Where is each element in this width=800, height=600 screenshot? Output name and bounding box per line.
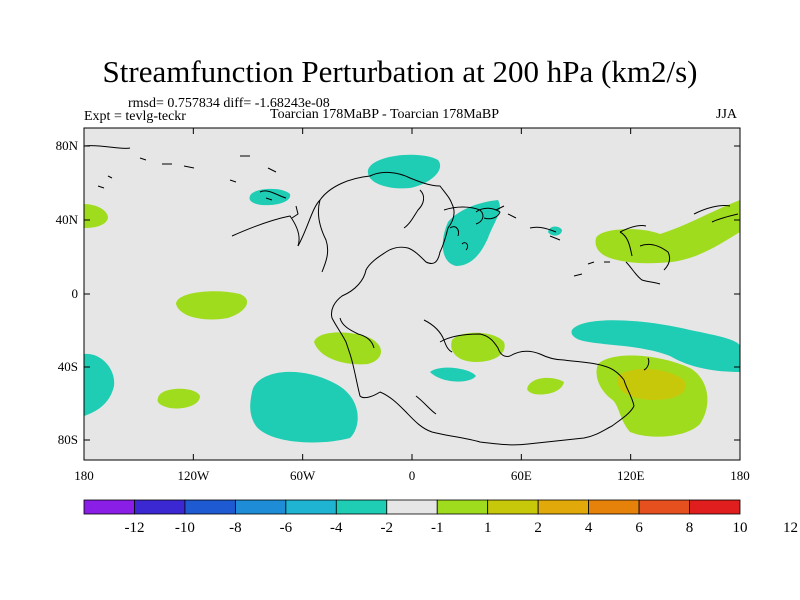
coastline xyxy=(415,395,437,415)
colorbar-label: 1 xyxy=(484,520,492,536)
colorbar-swatch xyxy=(285,499,337,515)
colorbar-swatch xyxy=(335,499,388,515)
experiment-label: Expt = tevlg-teckr xyxy=(84,109,186,124)
colorbar-label: 8 xyxy=(686,520,694,536)
coastline xyxy=(291,205,299,219)
colorbar-swatch xyxy=(537,499,590,515)
coastline xyxy=(619,225,647,233)
colorbar: -12 -10 -8 -6 -4 -2 -1 1 2 4 6 8 10 12 xyxy=(83,499,798,536)
colorbar-label: 12 xyxy=(783,520,798,536)
negative-anomaly xyxy=(442,200,500,266)
negative-anomaly xyxy=(571,320,740,372)
colorbar-swatch xyxy=(689,499,741,515)
coastline xyxy=(139,157,147,161)
colorbar-label: 4 xyxy=(585,520,593,536)
colorbar-label: 10 xyxy=(733,520,748,536)
negative-anomaly xyxy=(367,154,441,189)
coastline xyxy=(529,226,561,241)
colorbar-label: -12 xyxy=(124,520,144,536)
coastline xyxy=(317,199,329,273)
colorbar-swatch xyxy=(184,499,236,515)
lat-tick-label: 40N xyxy=(56,212,79,227)
negative-anomaly xyxy=(527,377,564,395)
colorbar-label: 6 xyxy=(635,520,643,536)
coastline xyxy=(639,243,671,271)
coastline xyxy=(495,205,517,219)
coastline xyxy=(379,391,635,446)
colorbar-label: -8 xyxy=(229,520,242,536)
coastline xyxy=(229,179,237,183)
colorbar-swatch xyxy=(436,499,489,515)
coastline xyxy=(259,190,287,201)
comparison-label: Toarcian 178MaBP - Toarcian 178MaBP xyxy=(270,107,499,122)
coastline xyxy=(439,333,511,357)
lon-tick-label: 0 xyxy=(409,468,416,483)
coastline xyxy=(619,231,661,285)
coastline xyxy=(573,261,610,277)
colorbar-swatch xyxy=(134,499,186,515)
season-label: JJA xyxy=(716,107,738,122)
colorbar-swatch xyxy=(588,499,640,515)
lat-tick-label: 80S xyxy=(58,432,78,447)
lat-tick-label: 40S xyxy=(58,359,78,374)
coastline xyxy=(449,226,469,251)
positive-anomaly xyxy=(176,291,248,320)
stats-text: rmsd= 0.757834 diff= -1.68243e-08 xyxy=(128,96,330,111)
colorbar-swatch xyxy=(386,499,438,515)
negative-anomaly xyxy=(249,188,291,206)
colorbar-swatch xyxy=(83,499,135,515)
coastline xyxy=(509,350,625,381)
lon-tick-label: 180 xyxy=(74,468,94,483)
coastline xyxy=(231,215,300,247)
coastlines xyxy=(84,145,739,446)
coastline xyxy=(162,163,195,169)
lon-tick-label: 60E xyxy=(511,468,532,483)
coastline xyxy=(475,207,501,220)
positive-anomaly xyxy=(84,204,108,228)
colorbar-label: 2 xyxy=(534,520,542,536)
colorbar-label: -4 xyxy=(330,520,343,536)
coastline xyxy=(240,155,277,173)
negative-anomaly xyxy=(548,226,562,236)
positive-anomaly xyxy=(617,368,686,400)
lon-tick-label: 120W xyxy=(177,468,210,483)
lat-tick-label: 80N xyxy=(56,138,79,153)
lon-tick-label: 180 xyxy=(730,468,750,483)
coastline xyxy=(97,175,113,189)
negative-anomaly xyxy=(84,353,115,416)
colorbar-swatch xyxy=(638,499,690,515)
coastline xyxy=(693,205,739,223)
lat-tick-label: 0 xyxy=(72,286,79,301)
colorbar-swatch xyxy=(487,499,539,515)
map-axes: 80N 40N 0 40S 80S 180 120W 60W 0 60E 120E 180 xyxy=(56,128,750,483)
coastline xyxy=(297,171,455,399)
positive-anomaly xyxy=(157,388,200,409)
lon-tick-label: 60W xyxy=(290,468,316,483)
negative-anomaly xyxy=(250,371,358,443)
anomaly-layer xyxy=(84,154,740,443)
plot-title: Streamfunction Perturbation at 200 hPa (… xyxy=(102,54,698,89)
coastline xyxy=(643,357,650,371)
coastline xyxy=(339,317,375,349)
colorbar-swatch xyxy=(234,499,287,515)
coastline xyxy=(623,379,635,407)
negative-anomaly xyxy=(430,367,476,382)
colorbar-label: -10 xyxy=(175,520,195,536)
lon-tick-label: 120E xyxy=(617,468,645,483)
positive-anomaly xyxy=(314,332,382,365)
positive-anomaly xyxy=(595,200,740,264)
colorbar-label: -1 xyxy=(431,520,444,536)
coastline xyxy=(403,189,425,229)
colorbar-label: -2 xyxy=(381,520,394,536)
colorbar-label: -6 xyxy=(280,520,293,536)
